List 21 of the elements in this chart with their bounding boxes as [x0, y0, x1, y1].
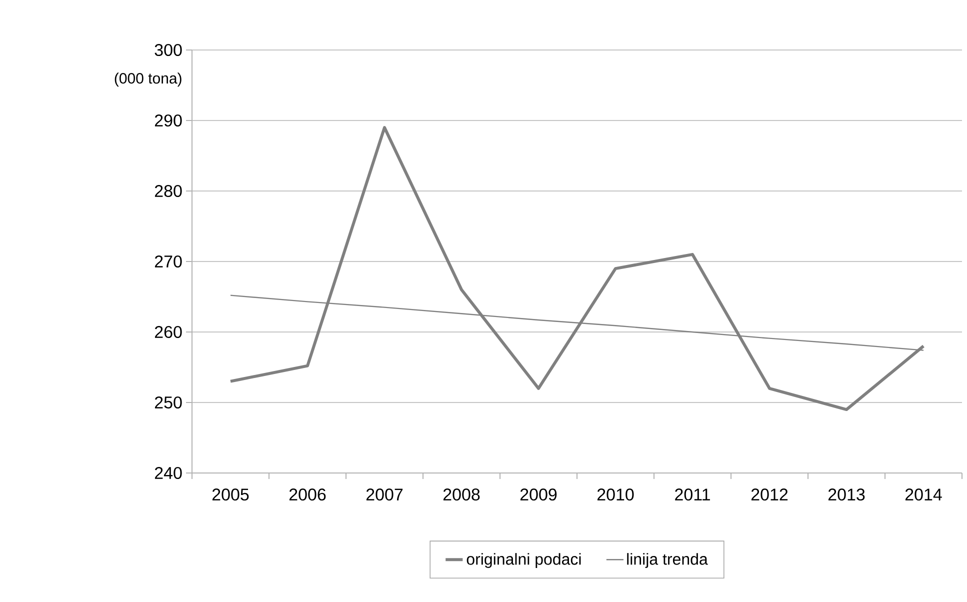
- x-tick-label: 2011: [675, 488, 710, 501]
- legend-label: linija trenda: [627, 553, 708, 568]
- x-tick-label: 2012: [751, 488, 788, 501]
- y-tick-label: 280: [154, 184, 182, 198]
- x-tick-label: 2009: [520, 488, 557, 501]
- y-axis-title: (000 tona): [114, 72, 182, 87]
- y-tick-label: 300: [154, 44, 182, 56]
- y-tick-label: 290: [154, 114, 182, 127]
- x-tick-label: 2005: [212, 488, 249, 501]
- x-tick-label: 2014: [905, 488, 942, 501]
- x-tick-label: 2008: [443, 488, 480, 501]
- x-tick-label: 2010: [597, 488, 634, 501]
- line-series: [229, 126, 926, 412]
- x-tick-label: 2006: [289, 488, 326, 501]
- x-tick-label: 2007: [366, 488, 403, 501]
- y-tick-label: 250: [154, 396, 182, 409]
- y-tick-label: 270: [154, 255, 182, 268]
- y-tick-label: 240: [154, 466, 182, 480]
- x-tick-label: 2013: [828, 488, 865, 501]
- legend-label: originalni podaci: [466, 553, 581, 568]
- y-tick-label: 260: [154, 326, 182, 338]
